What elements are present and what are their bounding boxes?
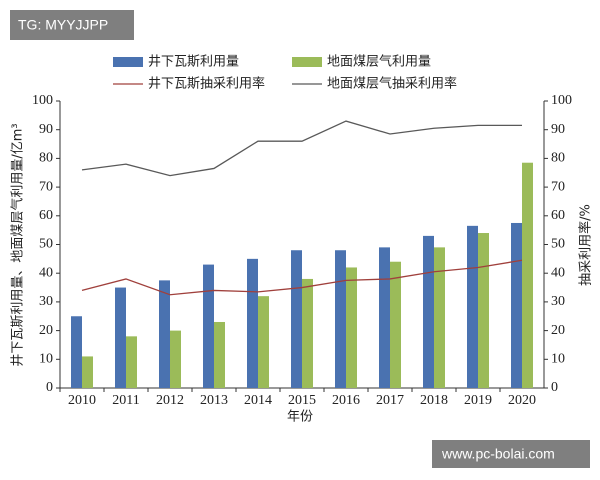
bar [247,258,258,388]
x-tick-label: 2017 [376,393,404,408]
bar [511,222,522,388]
bar [467,225,478,388]
bar [126,336,137,388]
y-tick-label: 50 [39,237,53,252]
y2-tick-label: 80 [551,151,565,166]
y-axis-label: 井下瓦斯利用量、地面煤层气利用量/亿m³ [10,123,26,366]
bar [390,261,401,388]
x-tick-label: 2010 [68,393,96,408]
bar [302,278,313,388]
y2-tick-label: 50 [551,237,565,252]
y-tick-label: 20 [39,323,53,338]
bar [522,162,533,388]
watermark-box [432,440,590,468]
y-tick-label: 80 [39,151,53,166]
bar [71,316,82,388]
x-axis-label: 年份 [287,410,313,425]
y2-tick-label: 0 [551,380,558,395]
y-tick-label: 90 [39,122,53,137]
legend-label: 井下瓦斯抽采利用率 [148,76,265,92]
y-tick-label: 30 [39,294,53,309]
y2-tick-label: 60 [551,208,565,223]
bar [82,356,93,388]
bar [335,250,346,388]
y2-tick-label: 40 [551,265,565,280]
bar [478,233,489,388]
x-tick-label: 2014 [244,393,272,408]
bar [170,330,181,388]
legend-label: 地面煤层气抽采利用率 [327,76,457,92]
bar [346,267,357,388]
y-tick-label: 10 [39,352,53,367]
x-tick-label: 2013 [200,393,228,408]
bar [203,264,214,388]
line [81,259,523,296]
x-tick-label: 2018 [420,393,448,408]
bar [115,287,126,388]
y-tick-label: 70 [39,179,53,194]
x-tick-label: 2016 [332,393,360,408]
y-tick-label: 60 [39,208,53,223]
legend-swatch [292,57,322,67]
legend-swatch [113,57,143,67]
y2-tick-label: 100 [551,93,572,108]
legend-label: 井下瓦斯利用量 [148,55,239,70]
bar [258,296,269,388]
bar [423,235,434,388]
bar [434,247,445,388]
watermark-box [10,10,134,40]
y2-axis-label: 抽采利用率/% [578,204,594,286]
bar [379,247,390,388]
x-tick-label: 2019 [464,393,492,408]
x-tick-label: 2012 [156,393,184,408]
y2-tick-label: 10 [551,352,565,367]
legend-label: 地面煤层气利用量 [327,54,431,70]
x-tick-label: 2015 [288,393,316,408]
x-tick-label: 2020 [508,393,536,408]
y-tick-label: 100 [32,93,53,108]
x-tick-label: 2011 [112,393,139,408]
line [81,120,522,177]
y2-tick-label: 90 [551,122,565,137]
y-tick-label: 0 [46,380,53,395]
watermark: www.pc-bolai.com [441,446,555,462]
bar [159,280,170,388]
bar [214,321,225,388]
y2-tick-label: 30 [551,294,565,309]
bar [291,250,302,388]
watermark: TG: MYYJJPP [18,17,108,33]
y2-tick-label: 20 [551,323,565,338]
y2-tick-label: 70 [551,179,565,194]
y-tick-label: 40 [39,265,53,280]
